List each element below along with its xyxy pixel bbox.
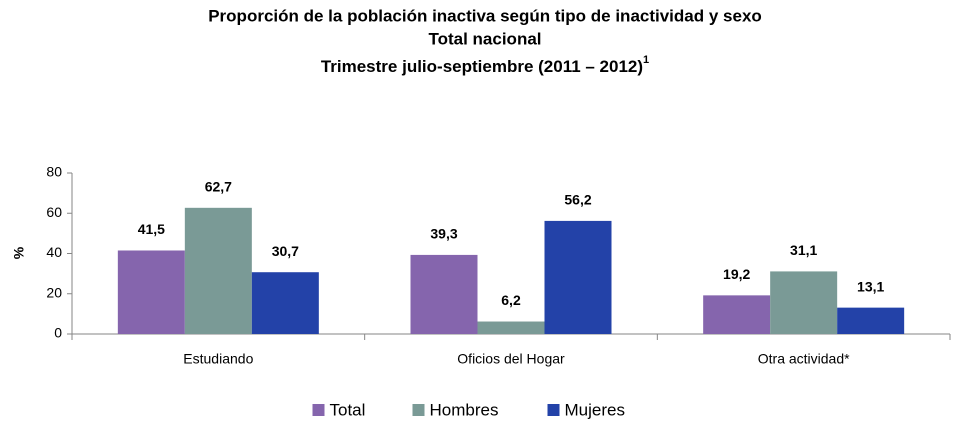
legend-swatch [547,404,560,416]
bar [410,254,478,334]
bar [770,271,838,334]
y-tick-label: 40 [46,244,62,260]
legend-label: Mujeres [565,400,625,419]
bar [117,250,185,334]
x-tick-label: Estudiando [183,351,253,367]
legend-swatch [312,404,325,416]
bar [703,295,771,334]
legend-swatch [412,404,425,416]
value-label: 62,7 [205,179,232,195]
value-label: 56,2 [564,192,591,208]
legend-label: Hombres [430,400,499,419]
bar [837,307,905,334]
chart-title: Total nacional [428,29,541,48]
y-tick-label: 60 [46,204,62,220]
x-tick-label: Oficios del Hogar [457,351,565,367]
value-label: 6,2 [501,292,521,308]
value-label: 30,7 [272,243,299,259]
chart-title: Trimestre julio-septiembre (2011 – 2012)… [321,54,649,77]
y-tick-label: 0 [54,325,62,341]
bar [184,207,252,334]
value-label: 39,3 [430,226,457,242]
y-axis-label: % [11,246,27,259]
value-label: 31,1 [790,242,817,258]
x-tick-label: Otra actividad* [758,351,850,367]
y-tick-label: 20 [46,284,62,300]
bar [477,321,545,334]
title-superscript: 1 [643,54,649,66]
value-label: 13,1 [857,278,884,294]
chart-title: Proporción de la población inactiva segú… [208,6,762,25]
chart-title: Trimestre julio-septiembre (2011 – 2012) [321,57,643,76]
bar [251,272,319,334]
bar [544,220,612,334]
value-label: 19,2 [723,266,750,282]
legend-label: Total [330,400,366,419]
y-tick-label: 80 [46,164,62,180]
value-label: 41,5 [138,221,165,237]
